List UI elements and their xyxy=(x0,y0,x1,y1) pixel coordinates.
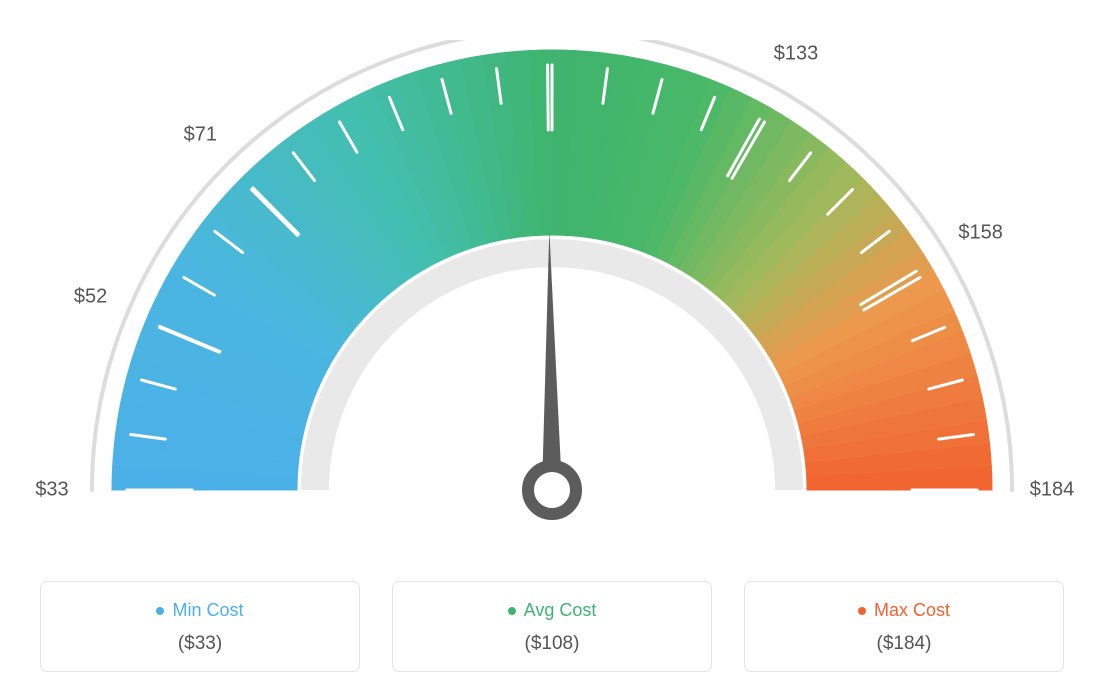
legend-dot-max xyxy=(858,607,866,615)
legend-title-min: Min Cost xyxy=(156,600,243,621)
gauge-svg xyxy=(52,40,1052,580)
gauge-tick-label: $71 xyxy=(184,123,217,146)
legend-row: Min Cost ($33) Avg Cost ($108) Max Cost … xyxy=(0,581,1104,672)
legend-title-max: Max Cost xyxy=(858,600,950,621)
legend-label-min: Min Cost xyxy=(172,600,243,621)
gauge-tick-label: $184 xyxy=(1030,479,1075,502)
gauge-chart: $33 $52 $71 $108 $133 $158 $184 xyxy=(0,0,1104,560)
gauge-tick-label: $52 xyxy=(74,286,107,309)
gauge-tick-label: $158 xyxy=(958,221,1003,244)
legend-card-max: Max Cost ($184) xyxy=(744,581,1064,672)
legend-title-avg: Avg Cost xyxy=(508,600,597,621)
gauge-tick-label: $33 xyxy=(35,479,68,502)
legend-value-avg: ($108) xyxy=(403,633,701,655)
legend-value-min: ($33) xyxy=(51,633,349,655)
legend-value-max: ($184) xyxy=(755,633,1053,655)
legend-card-avg: Avg Cost ($108) xyxy=(392,581,712,672)
legend-card-min: Min Cost ($33) xyxy=(40,581,360,672)
legend-dot-min xyxy=(156,607,164,615)
gauge-tick-label: $108 xyxy=(525,0,570,2)
gauge-tick-label: $133 xyxy=(774,42,819,65)
legend-label-avg: Avg Cost xyxy=(524,600,597,621)
legend-dot-avg xyxy=(508,607,516,615)
legend-label-max: Max Cost xyxy=(874,600,950,621)
